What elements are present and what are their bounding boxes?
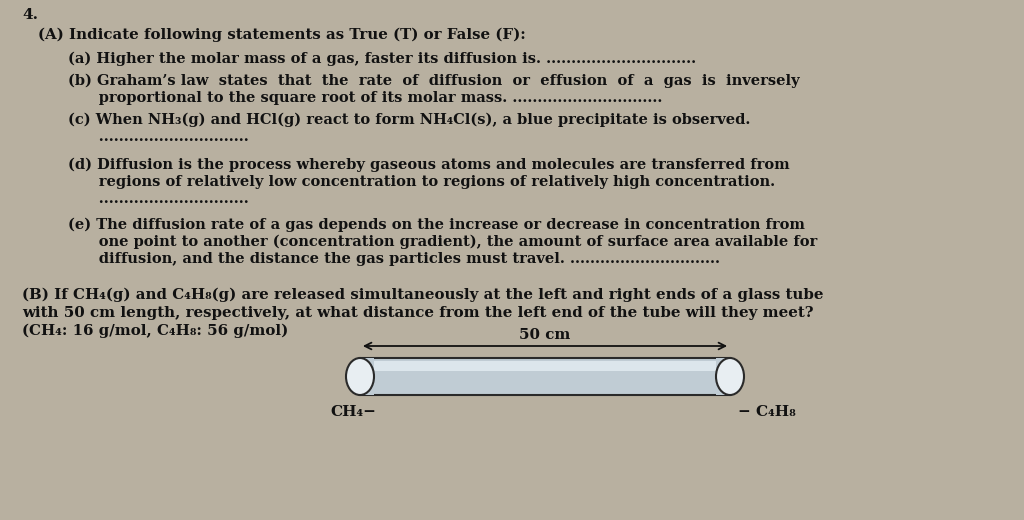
Text: with 50 cm length, respectively, at what distance from the left end of the tube : with 50 cm length, respectively, at what… <box>22 306 813 320</box>
Text: (B) If CH₄(g) and C₄H₈(g) are released simultaneously at the left and right ends: (B) If CH₄(g) and C₄H₈(g) are released s… <box>22 288 823 303</box>
Text: (A) Indicate following statements as True (T) or False (F):: (A) Indicate following statements as Tru… <box>38 28 525 43</box>
Text: (e) The diffusion rate of a gas depends on the increase or decrease in concentra: (e) The diffusion rate of a gas depends … <box>68 218 805 232</box>
Text: one point to another (concentration gradient), the amount of surface area availa: one point to another (concentration grad… <box>68 235 817 250</box>
Text: 4.: 4. <box>22 8 38 22</box>
Ellipse shape <box>716 358 744 395</box>
Text: (a) Higher the molar mass of a gas, faster its diffusion is. ...................: (a) Higher the molar mass of a gas, fast… <box>68 52 696 67</box>
Text: − C₄H₈: − C₄H₈ <box>738 405 796 419</box>
Bar <box>716 358 730 395</box>
Bar <box>360 358 730 395</box>
Text: (d) Diffusion is the process whereby gaseous atoms and molecules are transferred: (d) Diffusion is the process whereby gas… <box>68 158 790 173</box>
Text: (CH₄: 16 g/mol, C₄H₈: 56 g/mol): (CH₄: 16 g/mol, C₄H₈: 56 g/mol) <box>22 324 288 339</box>
Text: ..............................: .............................. <box>68 192 249 206</box>
Text: proportional to the square root of its molar mass. .............................: proportional to the square root of its m… <box>68 91 663 105</box>
Bar <box>374 361 716 371</box>
Bar <box>360 358 374 395</box>
Text: CH₄−: CH₄− <box>330 405 376 419</box>
Text: ..............................: .............................. <box>68 130 249 144</box>
Text: regions of relatively low concentration to regions of relatively high concentrat: regions of relatively low concentration … <box>68 175 775 189</box>
Text: diffusion, and the distance the gas particles must travel. .....................: diffusion, and the distance the gas part… <box>68 252 720 266</box>
Text: (c) When NH₃(g) and HCl(g) react to form NH₄Cl(s), a blue precipitate is observe: (c) When NH₃(g) and HCl(g) react to form… <box>68 113 751 127</box>
Text: (b) Graham’s law  states  that  the  rate  of  diffusion  or  effusion  of  a  g: (b) Graham’s law states that the rate of… <box>68 74 800 88</box>
Ellipse shape <box>346 358 374 395</box>
Text: 50 cm: 50 cm <box>519 328 570 342</box>
